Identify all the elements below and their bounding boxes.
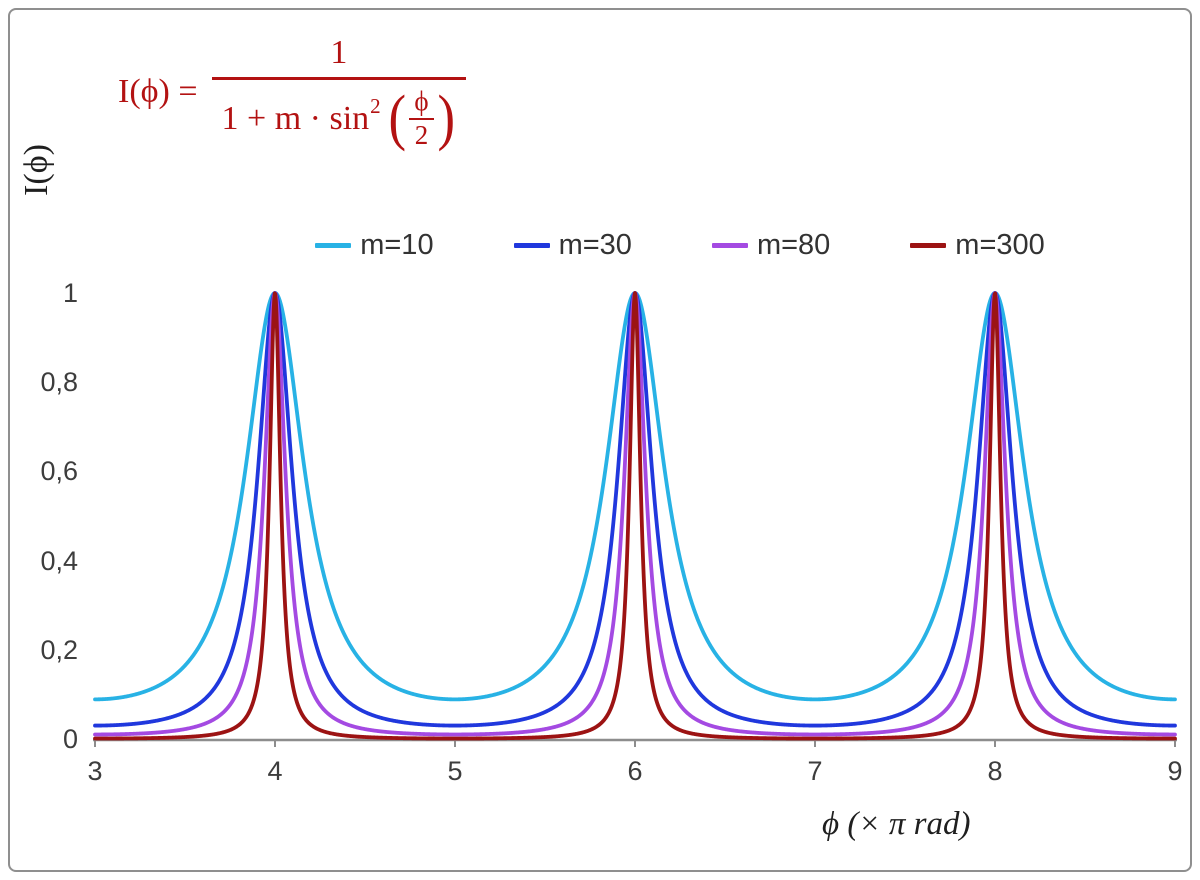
legend-item-m300: m=300 [910, 228, 1045, 262]
curve-m=30 [93, 291, 1177, 728]
curve-m=300 [93, 291, 1177, 741]
formula-denominator-text: 1 + m · sin [221, 99, 370, 137]
formula-exponent: 2 [370, 94, 381, 119]
curve-m=80 [93, 291, 1177, 737]
x-axis-label: ϕ (× π rad) [822, 806, 971, 842]
legend-label-m30: m=30 [558, 228, 632, 261]
x-tick-label-3: 3 [87, 756, 103, 786]
formula-annotation: I(ϕ) = 1 1 + m · sin 2 ( ϕ 2 ) [118, 34, 467, 152]
x-tick-label-4: 4 [267, 756, 283, 786]
legend-line-m10 [315, 242, 352, 248]
close-paren: ) [437, 83, 455, 152]
formula-inner-numerator: ϕ [409, 86, 434, 120]
formula-inner-fraction: ϕ 2 [409, 86, 434, 150]
formula-lhs: I(ϕ) = [118, 73, 198, 111]
y-tick-label-0-4: 0,4 [40, 546, 78, 576]
legend-line-m300 [910, 242, 947, 248]
legend-item-m80: m=80 [711, 228, 831, 262]
legend-item-m30: m=30 [513, 228, 632, 262]
legend: m=10 m=30 m=80 m=300 [180, 224, 1180, 266]
formula-inner-denominator: 2 [414, 119, 429, 150]
legend-label-m300: m=300 [955, 228, 1045, 261]
legend-line-m30 [513, 242, 550, 248]
x-tick-label-9: 9 [1167, 756, 1183, 786]
formula-fraction: 1 1 + m · sin 2 ( ϕ 2 ) [211, 34, 467, 152]
x-tick-label-5: 5 [447, 756, 463, 786]
x-tick-label-7: 7 [807, 756, 823, 786]
x-tick-label-8: 8 [987, 756, 1003, 786]
y-axis-label: I(ϕ) [18, 144, 55, 196]
formula-denominator: 1 + m · sin 2 ( ϕ 2 ) [211, 77, 467, 152]
legend-label-m10: m=10 [360, 228, 434, 261]
legend-line-m80 [711, 242, 748, 248]
y-tick-label-0: 0 [62, 724, 78, 754]
x-tick-label-6: 6 [627, 756, 643, 786]
y-tick-label-0-6: 0,6 [40, 456, 78, 486]
formula-numerator: 1 [330, 34, 348, 71]
y-tick-label-0-8: 0,8 [40, 367, 78, 397]
legend-label-m80: m=80 [756, 228, 831, 261]
y-tick-label-1: 1 [62, 278, 78, 308]
figure-border [8, 8, 1192, 872]
y-tick-label-0-2: 0,2 [40, 635, 78, 665]
open-paren: ( [388, 83, 406, 152]
legend-item-m10: m=10 [315, 228, 434, 262]
